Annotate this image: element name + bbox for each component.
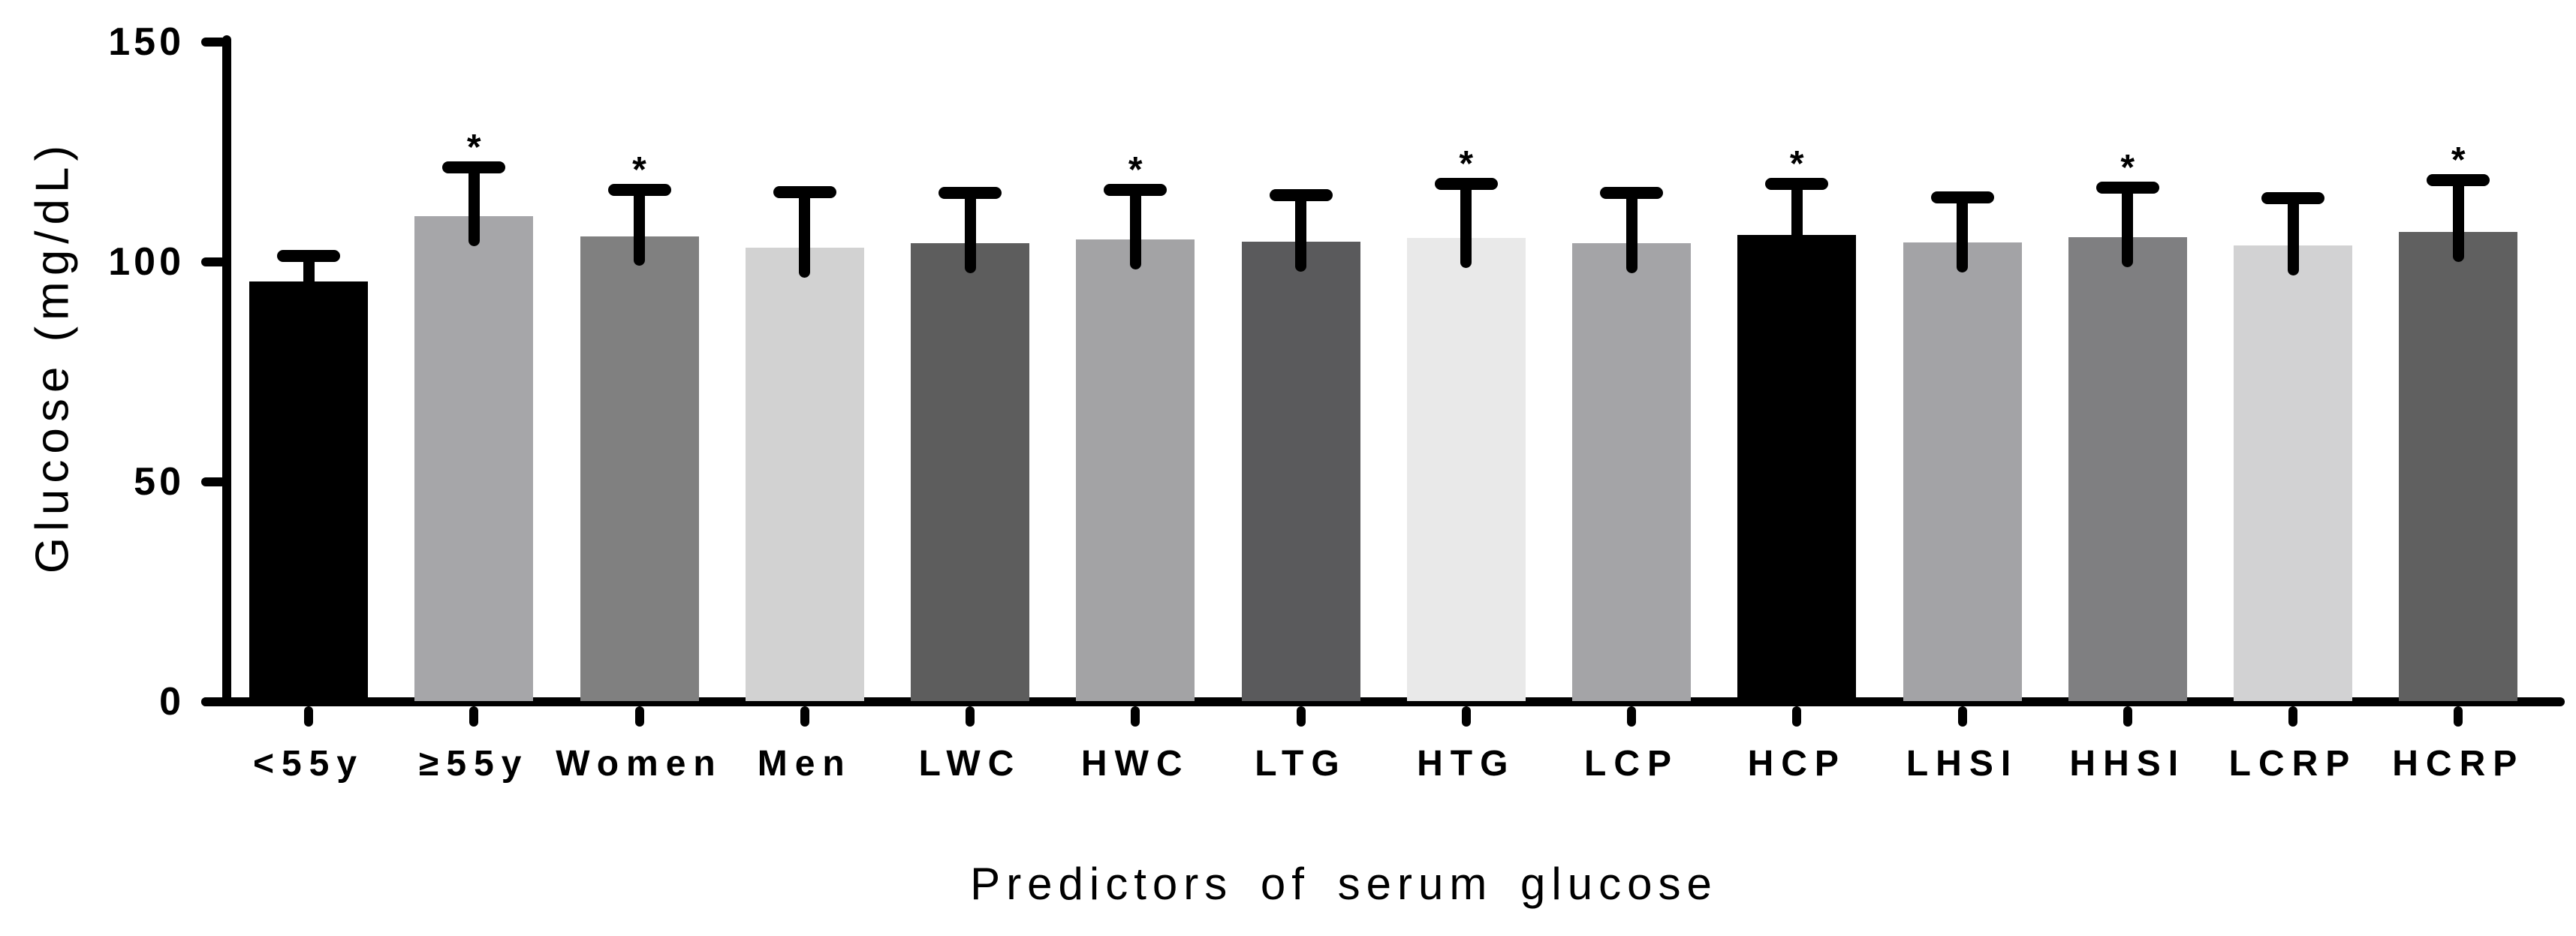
error-bar-cap-<55y: [277, 249, 340, 262]
bar-LCP: [1572, 242, 1691, 702]
x-category-label-LTG: LTG: [1255, 744, 1347, 784]
x-tick-HTG: [1461, 706, 1471, 727]
x-category-label-LHSI: LHSI: [1906, 744, 2019, 784]
x-tick-≥55y: [469, 706, 479, 727]
bar-≥55y: [414, 215, 534, 702]
x-tick-LHSI: [1957, 706, 1967, 727]
error-bar-cap-Women: [607, 183, 671, 196]
y-tick-50: [201, 477, 226, 486]
bar-HTG: [1406, 237, 1526, 702]
y-axis-title: Glucose (mg/dL): [26, 139, 79, 574]
y-axis-line: [222, 35, 231, 706]
x-category-label-HCP: HCP: [1747, 744, 1846, 784]
bar-LHSI: [1903, 242, 2022, 702]
error-bar-cap-LTG: [1269, 188, 1333, 201]
error-bar-stem-HCRP: [2452, 176, 2464, 262]
error-bar-stem-Men: [799, 188, 811, 278]
error-bar-cap-HCP: [1765, 177, 1829, 190]
error-bar-stem-HCP: [1791, 180, 1803, 265]
bar-HWC: [1076, 239, 1195, 702]
x-category-label-≥55y: ≥55y: [419, 744, 529, 784]
error-bar-cap-HTG: [1434, 177, 1498, 190]
x-tick-LTG: [1296, 706, 1306, 727]
error-bar-stem-<55y: [303, 252, 315, 312]
significance-asterisk-HHSI: *: [2120, 148, 2135, 188]
x-category-label-HHSI: HHSI: [2069, 744, 2186, 784]
bar-Men: [745, 247, 864, 702]
bar-LCRP: [2234, 245, 2352, 702]
error-bar-cap-HHSI: [2095, 182, 2159, 194]
x-category-label-LCRP: LCRP: [2228, 744, 2358, 784]
x-category-label-Men: Men: [757, 744, 852, 784]
x-category-label-<55y: <55y: [252, 744, 365, 784]
y-tick-label-50: 50: [134, 459, 185, 504]
error-bar-cap-HWC: [1104, 183, 1167, 196]
error-bar-cap-≥55y: [442, 161, 506, 173]
x-axis-title: Predictors of serum glucose: [970, 859, 1718, 909]
error-bar-stem-HHSI: [2122, 185, 2134, 267]
x-axis-line: [201, 697, 2565, 706]
x-tick-Women: [634, 706, 644, 727]
x-category-label-LCP: LCP: [1584, 744, 1679, 784]
error-bar-stem-LCRP: [2287, 194, 2299, 275]
bar-Women: [580, 236, 699, 702]
y-tick-label-100: 100: [108, 239, 185, 284]
bar-LTG: [1241, 242, 1360, 702]
x-tick-HCP: [1792, 706, 1802, 727]
significance-asterisk-HWC: *: [1128, 149, 1143, 190]
bar-<55y: [249, 281, 368, 702]
significance-asterisk-≥55y: *: [466, 127, 481, 167]
error-bar-stem-LTG: [1295, 191, 1306, 272]
error-bar-cap-LCRP: [2261, 191, 2324, 204]
x-category-label-HTG: HTG: [1417, 744, 1516, 784]
error-bar-stem-HTG: [1460, 180, 1472, 268]
error-bar-cap-HCRP: [2427, 173, 2490, 186]
error-bar-stem-LHSI: [1957, 194, 1968, 272]
bar-HCRP: [2399, 231, 2518, 702]
error-bar-cap-LHSI: [1930, 191, 1994, 203]
x-tick-LWC: [966, 706, 975, 727]
y-tick-100: [201, 257, 226, 266]
error-bar-cap-Men: [773, 185, 836, 198]
error-bar-stem-≥55y: [468, 164, 480, 246]
error-bar-cap-LWC: [939, 186, 1002, 199]
x-tick-LCP: [1627, 706, 1636, 727]
y-tick-label-150: 150: [108, 20, 185, 64]
x-tick-Men: [800, 706, 809, 727]
error-bar-stem-LWC: [964, 189, 976, 273]
y-tick-label-0: 0: [159, 679, 185, 724]
error-bar-stem-LCP: [1625, 190, 1637, 273]
bar-HCP: [1737, 234, 1857, 702]
x-tick-HWC: [1131, 706, 1140, 727]
significance-asterisk-HTG: *: [1459, 143, 1474, 184]
x-tick-HHSI: [2123, 706, 2132, 727]
error-bar-stem-HWC: [1129, 186, 1141, 269]
y-tick-0: [201, 697, 226, 706]
x-category-label-HCRP: HCRP: [2392, 744, 2525, 784]
bar-LWC: [911, 242, 1029, 702]
x-category-label-Women: Women: [556, 744, 723, 784]
error-bar-stem-Women: [634, 186, 645, 266]
bar-HHSI: [2068, 236, 2187, 702]
x-tick-LCRP: [2288, 706, 2297, 727]
error-bar-cap-LCP: [1600, 187, 1663, 200]
x-category-label-HWC: HWC: [1080, 744, 1190, 784]
x-tick-<55y: [304, 706, 313, 727]
significance-asterisk-HCP: *: [1789, 143, 1804, 184]
significance-asterisk-HCRP: *: [2451, 140, 2466, 180]
x-category-label-LWC: LWC: [918, 744, 1022, 784]
y-tick-150: [201, 37, 226, 47]
significance-asterisk-Women: *: [632, 149, 646, 190]
x-tick-HCRP: [2454, 706, 2463, 727]
